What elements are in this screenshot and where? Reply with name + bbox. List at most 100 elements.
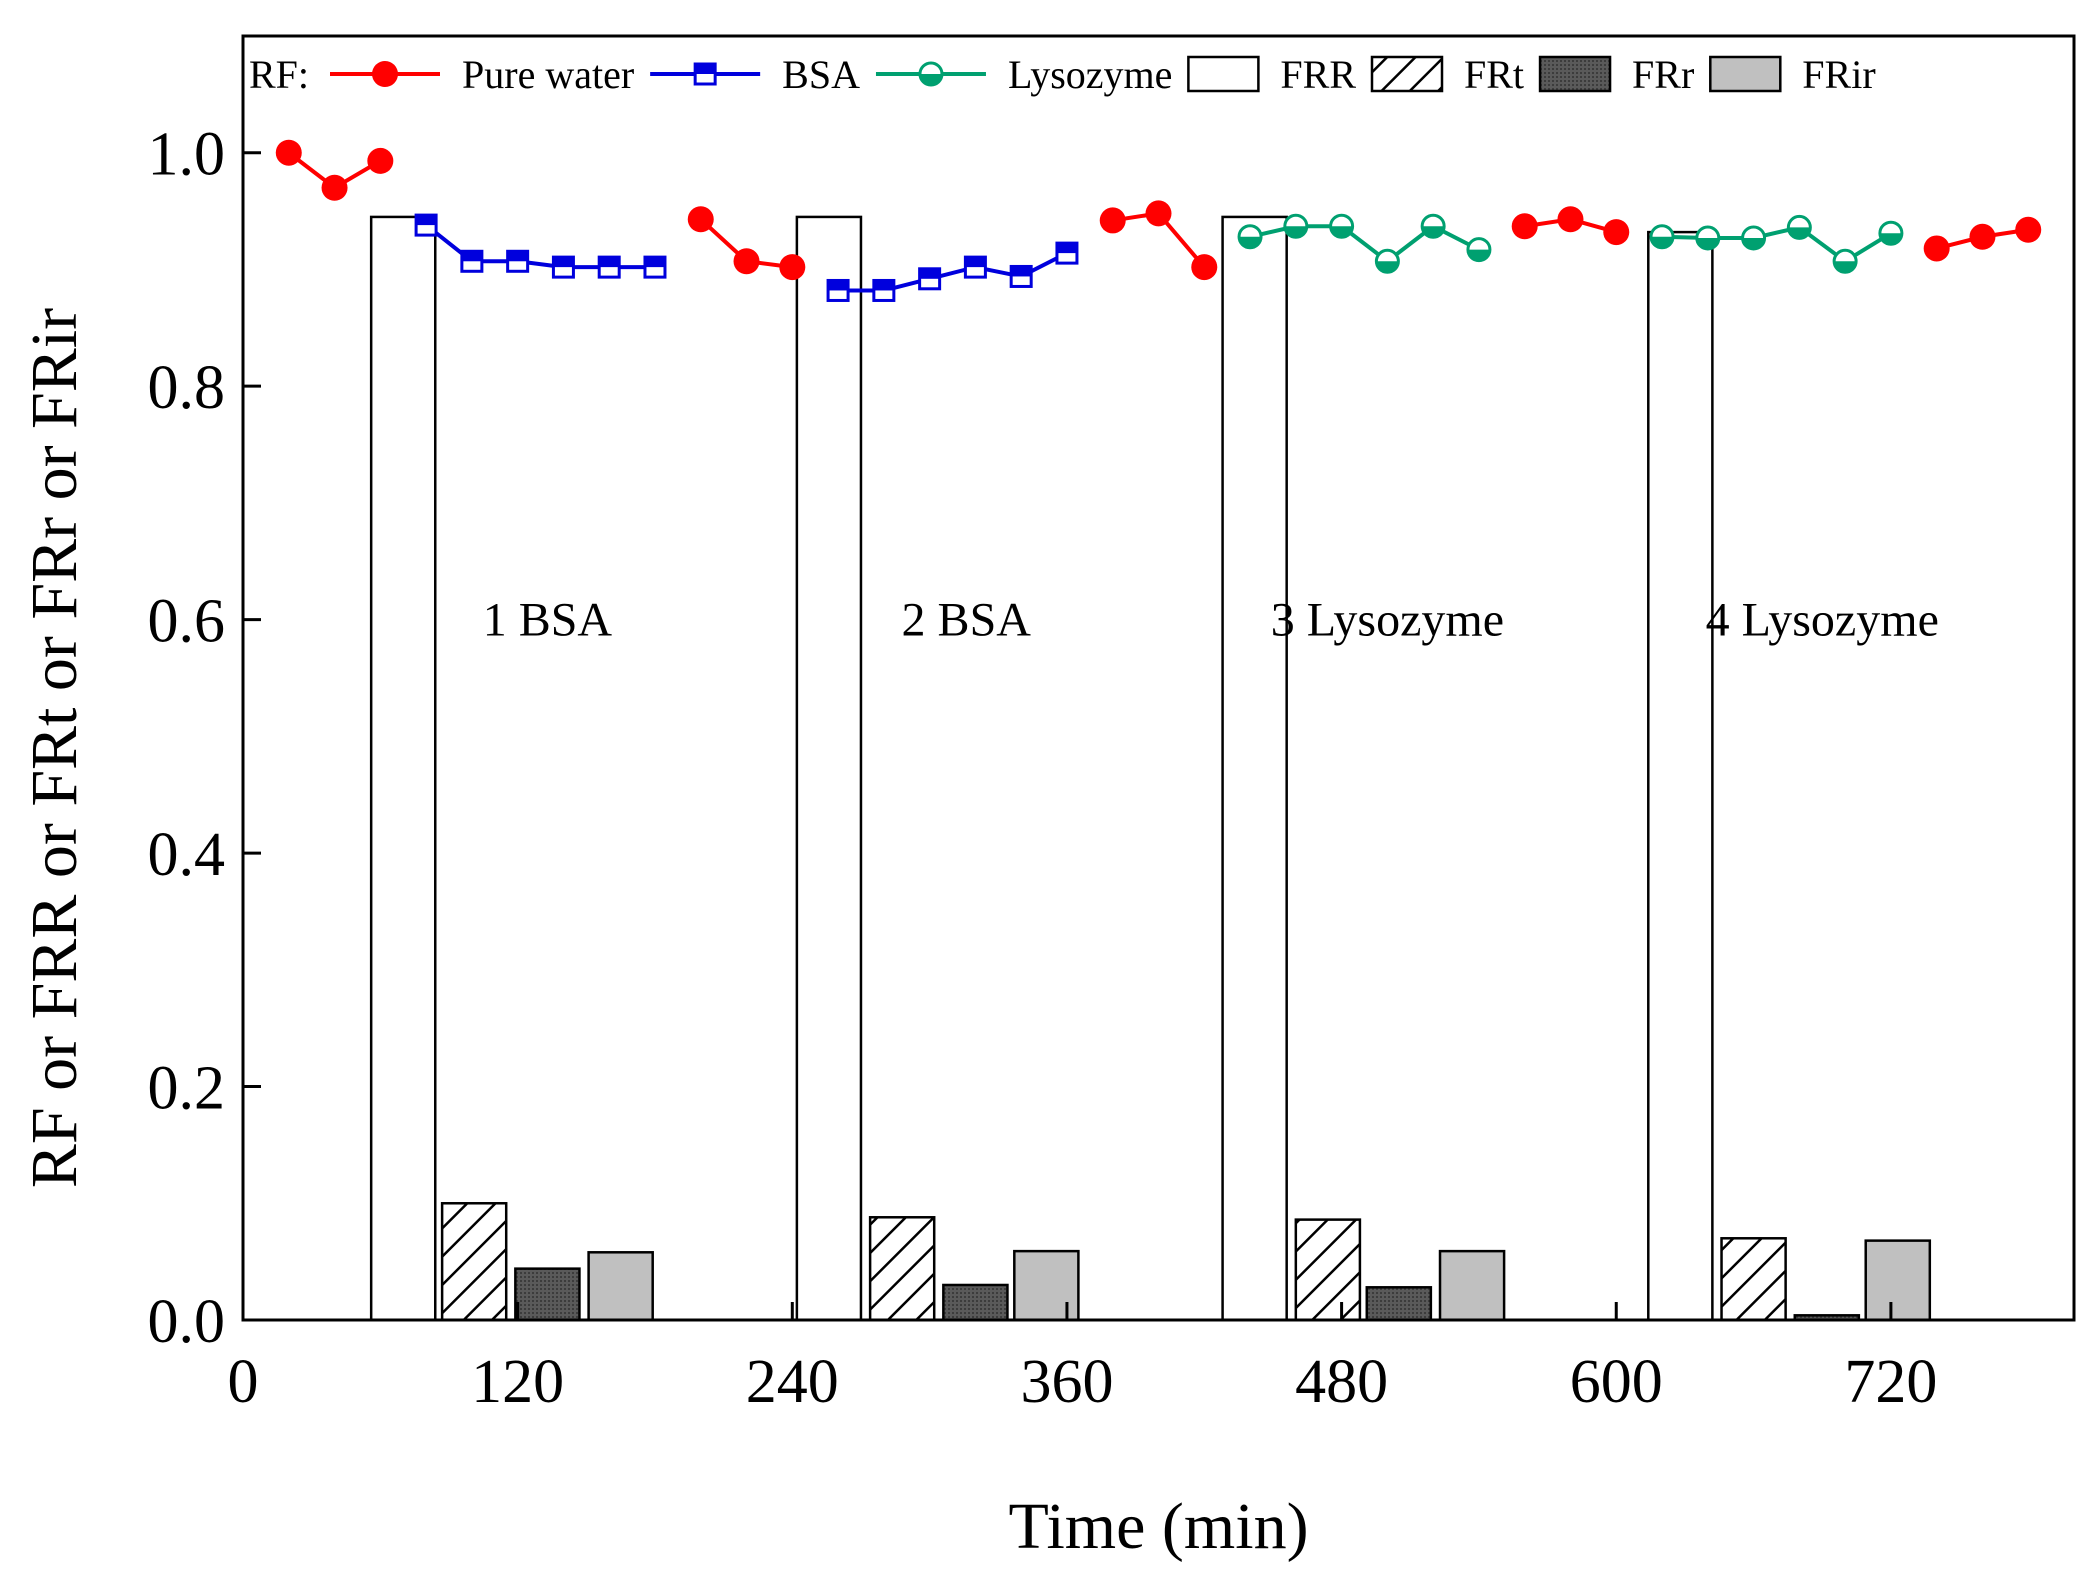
point-bsa xyxy=(597,255,621,279)
point-bsa xyxy=(1009,264,1033,288)
bar-frr xyxy=(795,215,863,1322)
point-pure-water xyxy=(779,254,806,281)
marker-circle xyxy=(321,174,348,201)
legend-marker-pure-water xyxy=(372,61,398,87)
marker-square-fill xyxy=(1056,243,1077,254)
bar-frr xyxy=(1365,1286,1433,1322)
bar-frr xyxy=(942,1283,1009,1322)
legend-label-bsa: BSA xyxy=(782,52,860,97)
point-bsa xyxy=(918,267,942,291)
marker-circle xyxy=(1923,235,1950,262)
bar-frr xyxy=(1221,215,1288,1322)
marker-square-fill xyxy=(644,257,665,268)
point-pure-water xyxy=(1511,213,1538,240)
x-tick-label: 600 xyxy=(1570,1348,1663,1416)
point-pure-water xyxy=(321,174,348,201)
bar-frr xyxy=(369,215,437,1322)
point-bsa xyxy=(1055,241,1079,265)
point-pure-water xyxy=(275,139,302,166)
point-lysozyme xyxy=(1878,220,1904,246)
point-pure-water xyxy=(1923,235,1950,262)
marker-square-fill xyxy=(828,280,849,291)
marker-circle-fill xyxy=(1330,226,1353,238)
point-pure-water xyxy=(1557,206,1584,233)
point-lysozyme xyxy=(1420,213,1446,239)
marker-circle xyxy=(367,147,394,174)
point-pure-water xyxy=(2015,216,2042,243)
point-bsa xyxy=(506,249,530,273)
y-tick-label: 0.6 xyxy=(148,588,226,656)
point-lysozyme xyxy=(1329,213,1355,239)
legend-item-pure-water: Pure water xyxy=(330,52,634,97)
marker-circle-fill xyxy=(1239,236,1262,248)
point-bsa xyxy=(551,255,575,279)
legend-label-lysozyme: Lysozyme xyxy=(1008,52,1172,97)
point-lysozyme xyxy=(1237,224,1263,250)
marker-square-fill xyxy=(507,251,528,262)
point-bsa xyxy=(826,278,850,302)
point-pure-water xyxy=(687,206,714,233)
marker-circle-fill xyxy=(1376,261,1399,273)
bar-frir xyxy=(1013,1249,1080,1322)
legend-item-frr: FRr xyxy=(1538,52,1694,97)
marker-circle xyxy=(779,254,806,281)
legend-swatch-frir xyxy=(1709,55,1782,93)
marker-circle xyxy=(372,61,398,87)
marker-circle xyxy=(1099,207,1126,234)
legend-swatch-frt xyxy=(1370,55,1444,93)
point-pure-water xyxy=(1191,254,1218,281)
x-tick-label: 720 xyxy=(1844,1348,1937,1416)
x-axis-title: Time (min) xyxy=(1008,1490,1308,1563)
legend-marker-bsa xyxy=(693,62,717,86)
marker-circle xyxy=(1191,254,1218,281)
point-bsa xyxy=(872,278,896,302)
bar-frt xyxy=(1294,1218,1362,1322)
marker-circle-fill xyxy=(1879,233,1902,245)
point-lysozyme xyxy=(1832,248,1858,274)
annotation-label: 4 Lysozyme xyxy=(1706,594,1939,647)
legend-marker-lysozyme xyxy=(918,61,944,87)
x-tick-label: 240 xyxy=(746,1348,839,1416)
marker-circle xyxy=(2015,216,2042,243)
x-tick-label: 480 xyxy=(1295,1348,1388,1416)
point-lysozyme xyxy=(1649,224,1675,250)
marker-square-fill xyxy=(599,257,620,268)
point-lysozyme xyxy=(1786,214,1812,240)
bar-frir xyxy=(1864,1239,1932,1322)
point-lysozyme xyxy=(1283,213,1309,239)
point-lysozyme xyxy=(1374,248,1400,274)
marker-square-fill xyxy=(873,280,894,291)
point-pure-water xyxy=(367,147,394,174)
point-pure-water xyxy=(1603,219,1630,246)
point-pure-water xyxy=(1969,223,1996,250)
marker-square-fill xyxy=(965,257,986,268)
marker-square-fill xyxy=(695,64,716,74)
legend-item-lysozyme: Lysozyme xyxy=(875,52,1172,97)
annotation-label: 2 BSA xyxy=(902,594,1032,647)
legend-item-bsa: BSA xyxy=(650,52,860,97)
y-tick-label: 1.0 xyxy=(148,121,226,189)
plot-frame xyxy=(241,34,2076,1322)
legend-item-frt: FRt xyxy=(1370,52,1524,97)
bar-frir xyxy=(1438,1249,1506,1322)
legend-item-frr: FRR xyxy=(1187,52,1356,97)
point-lysozyme xyxy=(1741,225,1767,251)
legend-label-frt: FRt xyxy=(1464,52,1524,97)
y-tick-label: 0.8 xyxy=(148,354,226,422)
marker-square-fill xyxy=(553,257,574,268)
annotation-label: 3 Lysozyme xyxy=(1271,594,1504,647)
y-tick-label: 0.0 xyxy=(148,1288,226,1356)
bar-frir xyxy=(587,1251,654,1322)
y-tick-label: 0.2 xyxy=(148,1055,226,1123)
x-tick-label: 360 xyxy=(1020,1348,1113,1416)
point-pure-water xyxy=(1145,200,1172,227)
legend-item-frir: FRir xyxy=(1709,52,1876,97)
legend-label-frr: FRr xyxy=(1632,52,1694,97)
marker-circle xyxy=(733,248,760,275)
marker-circle-fill xyxy=(1651,236,1674,248)
marker-circle xyxy=(687,206,714,233)
marker-circle xyxy=(1511,213,1538,240)
marker-circle-fill xyxy=(1467,249,1490,261)
marker-circle-fill xyxy=(1742,237,1765,249)
